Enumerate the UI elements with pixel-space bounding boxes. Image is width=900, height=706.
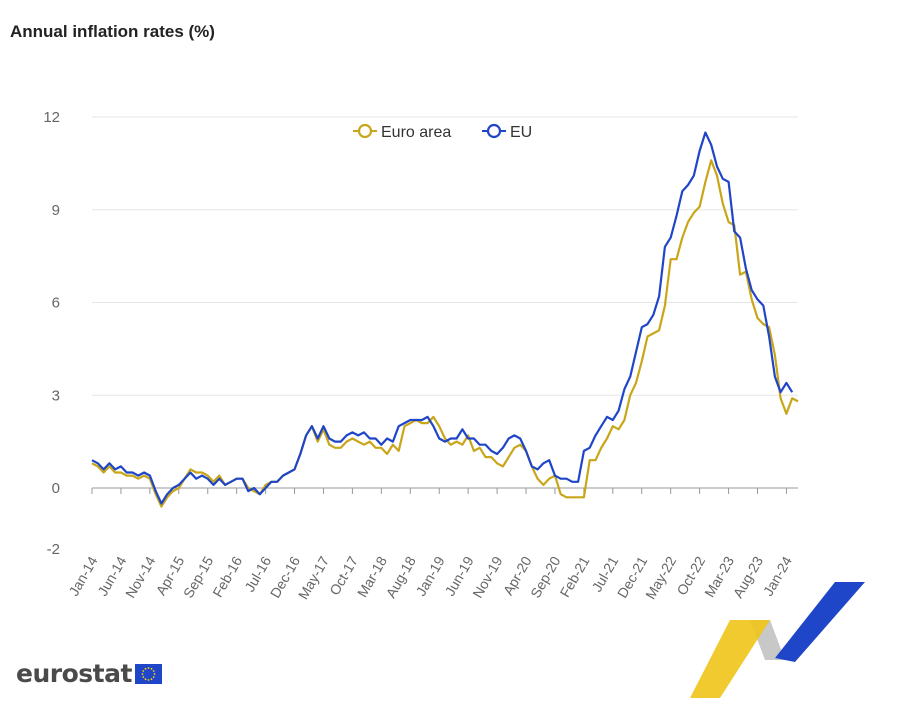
x-tick-label: Feb-21 [556,553,592,600]
y-tick-label: 9 [52,202,60,219]
legend: Euro area EU [353,123,532,141]
eu-star [147,666,150,669]
series-lines [91,131,799,508]
eurostat-logo: eurostat [16,659,162,688]
y-tick-label: 3 [52,387,60,404]
y-tick-label: -2 [47,541,60,558]
eu-star [144,677,147,680]
eu-star [150,667,153,670]
y-tick-labels: 12 9 6 3 0 -2 [43,109,60,558]
legend-marker [486,123,502,139]
eu-star [147,678,150,681]
eu-star [141,672,144,675]
eurostat-logo-text: eurostat [16,659,132,688]
legend-marker [357,123,373,139]
legend-item-eu[interactable]: EU [482,123,532,141]
y-tick-label: 6 [52,295,60,312]
legend-label: EU [510,124,532,141]
eu-star [142,669,145,672]
eu-star [144,667,147,670]
legend-item-euro-area[interactable]: Euro area [353,123,451,141]
x-tick-label: Feb-16 [209,553,245,600]
x-axis [91,487,798,494]
series-line-eu [91,131,794,505]
eu-flag-icon [134,663,162,684]
y-tick-label: 12 [43,109,60,126]
eu-star [153,672,156,675]
legend-label: Euro area [381,124,451,141]
brand-swoosh-graphic [690,582,865,698]
eu-star [150,677,153,680]
eu-star [152,669,155,672]
chart-title: Annual inflation rates (%) [10,22,215,41]
series-line-euro-area [91,159,799,508]
grid-lines [92,116,798,396]
eu-star [152,675,155,678]
eu-star [142,675,145,678]
y-tick-label: 0 [52,480,60,497]
